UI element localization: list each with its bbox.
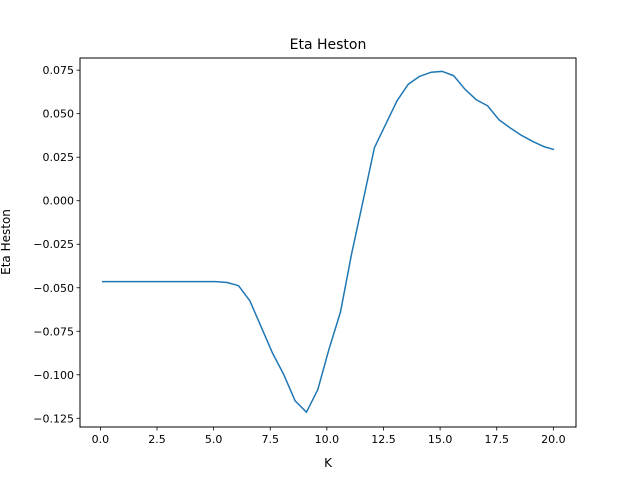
x-tick-label: 0.0 [92,433,110,446]
x-tick-label: 15.0 [428,433,453,446]
chart-title: Eta Heston [290,37,367,53]
y-tick-label: 0.000 [43,195,75,208]
plot-area-frame [79,57,577,428]
y-tick-label: −0.025 [33,238,74,251]
x-axis-label: K [324,456,333,470]
x-tick-label: 10.0 [315,433,340,446]
y-tick-label: 0.075 [43,64,75,77]
y-tick-label: 0.025 [43,151,75,164]
x-tick-label: 20.0 [541,433,566,446]
y-axis-ticks: 0.075 0.050 0.025 0.000 −0.025 −0.050 −0.075 −0… [33,64,80,425]
series-layer [101,70,555,413]
x-tick-label: 7.5 [261,433,279,446]
series-line [101,70,555,413]
x-tick-label: 12.5 [371,433,396,446]
x-tick-label: 17.5 [484,433,509,446]
y-tick-label: 0.050 [43,108,75,121]
x-axis-ticks: 0.0 2.5 5.0 7.5 10.0 12.5 15.0 17.5 20.0 [92,427,566,446]
x-tick-label: 2.5 [148,433,166,446]
y-tick-label: −0.100 [33,369,74,382]
y-tick-label: −0.125 [33,412,74,425]
x-tick-label: 5.0 [205,433,223,446]
y-axis-label: Eta Heston [0,209,13,275]
y-tick-label: −0.075 [33,325,74,338]
y-tick-label: −0.050 [33,282,74,295]
